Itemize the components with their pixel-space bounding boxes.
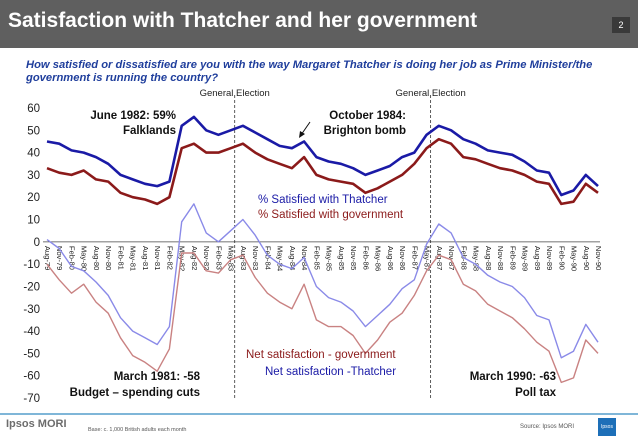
x-tick-label: Feb-87 <box>410 246 419 270</box>
slide-number: 2 <box>612 17 630 33</box>
annotation-arrowhead <box>299 131 305 138</box>
x-tick-label: Aug-84 <box>288 246 297 271</box>
footer-divider <box>0 413 638 415</box>
y-tick-label: 10 <box>27 215 40 227</box>
slide-title: Satisfaction with Thatcher and her gover… <box>8 9 478 32</box>
y-tick-label: 60 <box>27 103 40 115</box>
legend-net-thatcher: Net satisfaction -Thatcher <box>265 366 396 378</box>
x-tick-label: Aug-85 <box>337 246 346 271</box>
x-tick-label: Feb-90 <box>557 246 566 270</box>
title-bar: Satisfaction with Thatcher and her gover… <box>0 0 638 48</box>
y-tick-label: 30 <box>27 170 40 182</box>
y-tick-label: 20 <box>27 192 40 204</box>
x-tick-label: Aug-79 <box>43 246 52 271</box>
x-tick-label: May-81 <box>129 246 138 271</box>
x-tick-label: Aug-88 <box>484 246 493 271</box>
x-tick-label: Feb-85 <box>312 246 321 270</box>
x-tick-label: May-87 <box>423 246 432 271</box>
legend-thatcher: % Satisfied with Thatcher <box>258 194 388 206</box>
x-tick-label: May-85 <box>325 246 334 271</box>
legend-net-government: Net satisfaction - government <box>246 349 396 361</box>
y-tick-label: -50 <box>23 348 40 360</box>
x-tick-label: Feb-89 <box>508 246 517 270</box>
series-line-net-thatcher <box>46 203 599 359</box>
x-tick-label: Nov-90 <box>594 246 603 270</box>
ipsos-badge: Ipsos <box>598 418 616 436</box>
x-tick-label: Nov-86 <box>398 246 407 270</box>
x-tick-label: Aug-89 <box>533 246 542 271</box>
election-label: General Election <box>396 88 466 99</box>
x-tick-label: Feb-86 <box>361 246 370 270</box>
x-tick-label: Nov-85 <box>349 246 358 270</box>
x-tick-label: May-89 <box>521 246 530 271</box>
legend-government: % Satisfied with government <box>258 209 404 221</box>
annotation-subtitle: Poll tax <box>515 387 557 399</box>
x-tick-label: May-86 <box>374 246 383 271</box>
x-tick-label: Feb-83 <box>214 246 223 270</box>
source-note: Source: Ipsos MORI <box>520 424 575 430</box>
x-tick-label: Aug-90 <box>582 246 591 271</box>
base-note: Base: c. 1,000 British adults each month <box>88 427 187 433</box>
x-tick-label: Aug-83 <box>239 246 248 271</box>
x-tick-label: Nov-87 <box>447 246 456 270</box>
x-tick-label: Nov-83 <box>251 246 260 270</box>
x-tick-label: Feb-82 <box>165 246 174 270</box>
annotation-subtitle: Budget – spending cuts <box>70 387 200 399</box>
x-tick-label: Feb-81 <box>116 246 125 270</box>
x-tick-label: May-84 <box>276 246 285 271</box>
x-tick-label: May-90 <box>570 246 579 271</box>
ipsos-mori-logo: Ipsos MORI <box>6 418 67 430</box>
y-tick-label: -30 <box>23 304 40 316</box>
x-tick-label: May-80 <box>80 246 89 271</box>
y-tick-label: -20 <box>23 281 40 293</box>
x-tick-label: Aug-81 <box>141 246 150 271</box>
y-tick-label: -10 <box>23 259 40 271</box>
x-tick-label: Nov-88 <box>496 246 505 270</box>
x-tick-label: Nov-80 <box>104 246 113 270</box>
question-text: How satisfied or dissatisfied are you wi… <box>26 59 593 84</box>
x-tick-label: Feb-80 <box>67 246 76 270</box>
x-tick-label: Nov-82 <box>202 246 211 270</box>
x-tick-label: Nov-81 <box>153 246 162 270</box>
annotation-subtitle: Falklands <box>123 125 176 137</box>
x-tick-label: Aug-80 <box>92 246 101 271</box>
x-tick-label: Feb-84 <box>263 246 272 270</box>
y-tick-label: 40 <box>27 148 40 160</box>
y-tick-label: -60 <box>23 371 40 383</box>
x-tick-label: May-83 <box>227 246 236 271</box>
series-line-net-government <box>46 252 599 384</box>
x-tick-label: May-88 <box>472 246 481 271</box>
x-tick-label: Aug-82 <box>190 246 199 271</box>
y-tick-label: -70 <box>23 393 40 405</box>
series-line-government <box>46 137 599 206</box>
annotation-title: March 1990: -63 <box>470 371 556 383</box>
x-tick-label: Nov-79 <box>55 246 64 270</box>
y-tick-label: -40 <box>23 326 40 338</box>
x-tick-label: Aug-87 <box>435 246 444 271</box>
election-label: General Election <box>200 88 270 99</box>
annotation-title: October 1984: <box>329 110 406 122</box>
series-line-thatcher <box>46 115 599 197</box>
x-tick-label: May-82 <box>178 246 187 271</box>
y-tick-label: 50 <box>27 125 40 137</box>
annotation-title: June 1982: 59% <box>90 110 176 122</box>
x-tick-label: Aug-86 <box>386 246 395 271</box>
y-tick-label: 0 <box>34 237 40 249</box>
x-tick-label: Nov-89 <box>545 246 554 270</box>
annotation-title: March 1981: -58 <box>114 371 201 383</box>
annotation-subtitle: Brighton bomb <box>324 125 406 137</box>
